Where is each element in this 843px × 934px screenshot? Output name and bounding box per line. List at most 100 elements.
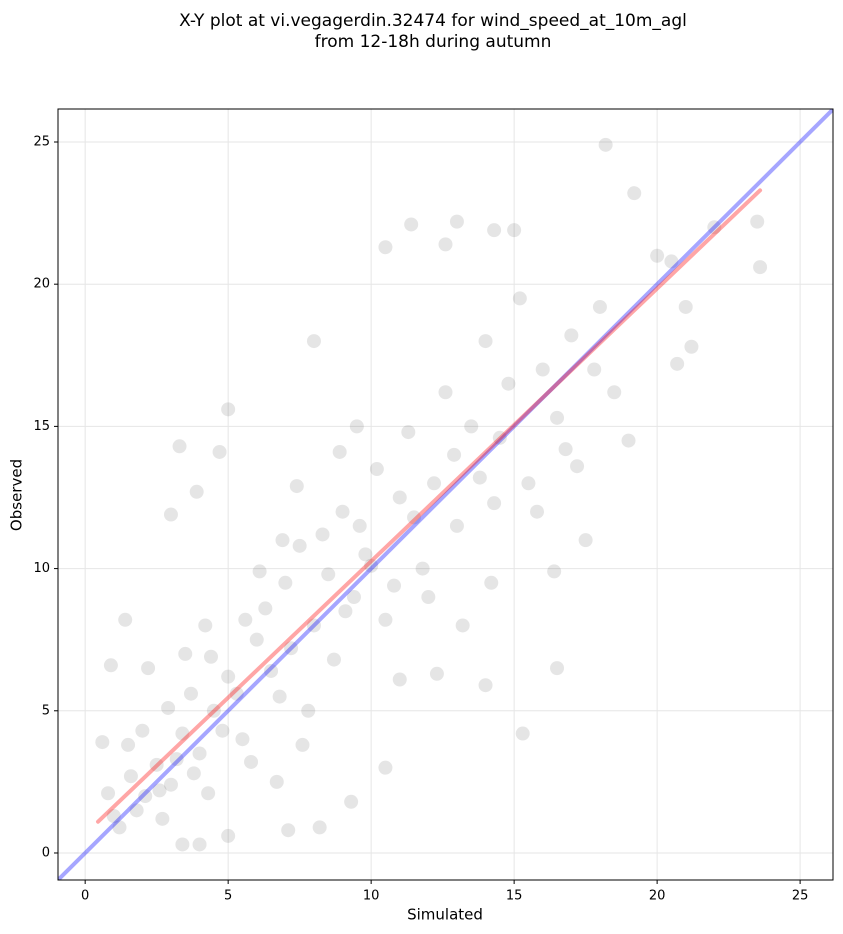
point	[141, 661, 156, 676]
point	[238, 612, 253, 627]
point	[427, 476, 442, 491]
point	[415, 561, 430, 576]
point	[118, 612, 133, 627]
point	[121, 737, 136, 752]
point	[183, 686, 198, 701]
point	[258, 601, 273, 616]
point	[707, 220, 722, 235]
point	[621, 433, 636, 448]
point	[392, 672, 407, 687]
point	[449, 518, 464, 533]
point	[558, 442, 573, 457]
point	[138, 789, 153, 804]
point	[592, 299, 607, 314]
point	[175, 726, 190, 741]
point	[455, 618, 470, 633]
point	[272, 689, 287, 704]
point	[95, 735, 110, 750]
point	[378, 760, 393, 775]
point	[163, 507, 178, 522]
point	[206, 703, 221, 718]
point	[221, 402, 236, 417]
point	[301, 703, 316, 718]
point	[564, 328, 579, 343]
point	[129, 803, 144, 818]
point	[515, 726, 530, 741]
point	[346, 590, 361, 605]
point	[189, 484, 204, 499]
point	[101, 786, 116, 801]
point	[404, 217, 419, 232]
point	[289, 479, 304, 494]
point	[392, 490, 407, 505]
point	[284, 641, 299, 656]
point	[550, 410, 565, 425]
point	[235, 732, 250, 747]
x-tick-label: 0	[81, 889, 89, 904]
point	[487, 223, 502, 238]
point	[684, 339, 699, 354]
point	[163, 777, 178, 792]
y-tick-label: 5	[42, 703, 50, 718]
point	[369, 462, 384, 477]
point	[472, 470, 487, 485]
point	[326, 652, 341, 667]
point	[103, 658, 118, 673]
point	[221, 669, 236, 684]
point	[530, 504, 545, 519]
point	[438, 385, 453, 400]
point	[201, 786, 216, 801]
point	[229, 686, 244, 701]
x-tick-label: 25	[792, 889, 809, 904]
point	[438, 237, 453, 252]
point	[332, 444, 347, 459]
point	[192, 746, 207, 761]
point	[178, 646, 193, 661]
point	[587, 362, 602, 377]
point	[321, 567, 336, 582]
point	[358, 547, 373, 562]
x-tick-label: 20	[649, 889, 666, 904]
point	[135, 723, 150, 738]
point	[249, 632, 264, 647]
point	[401, 425, 416, 440]
point	[650, 248, 665, 263]
point	[407, 510, 422, 525]
point	[478, 678, 493, 693]
point	[378, 240, 393, 255]
point	[292, 538, 307, 553]
point	[338, 604, 353, 619]
point	[750, 214, 765, 229]
point	[198, 618, 213, 633]
point	[387, 578, 402, 593]
point	[578, 533, 593, 548]
point	[364, 558, 379, 573]
point	[492, 430, 507, 445]
point	[215, 723, 230, 738]
y-tick-label: 20	[33, 277, 50, 292]
plot-area	[58, 109, 833, 880]
point	[501, 376, 516, 391]
point	[192, 837, 207, 852]
point	[484, 575, 499, 590]
point	[352, 518, 367, 533]
point	[512, 291, 527, 306]
point	[175, 837, 190, 852]
point	[278, 575, 293, 590]
x-tick-label: 5	[224, 889, 232, 904]
point	[186, 766, 201, 781]
point	[335, 504, 350, 519]
point	[244, 754, 259, 769]
point	[169, 752, 184, 767]
point	[664, 254, 679, 269]
point	[344, 794, 359, 809]
point	[306, 334, 321, 349]
point	[269, 774, 284, 789]
point	[507, 223, 522, 238]
point	[152, 783, 167, 798]
point	[753, 260, 768, 275]
point	[212, 444, 227, 459]
point	[281, 823, 296, 838]
point	[598, 137, 613, 152]
point	[106, 809, 121, 824]
